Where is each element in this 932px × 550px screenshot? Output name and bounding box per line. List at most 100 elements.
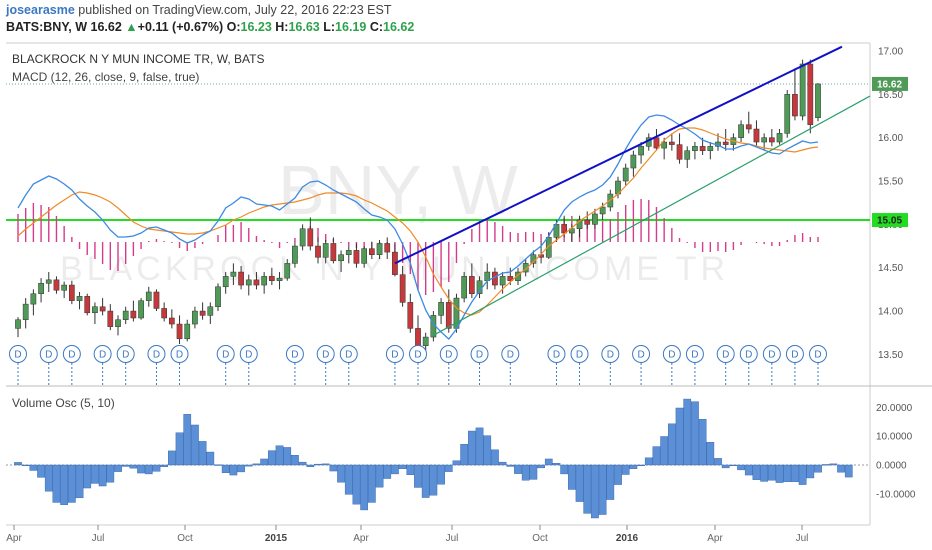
volume-bar (321, 463, 330, 466)
dividend-marker (39, 345, 58, 363)
dividend-label: D (176, 350, 183, 361)
volume-bar (444, 464, 453, 472)
dividend-marker (662, 345, 681, 363)
price-tick-label: 14.50 (878, 263, 903, 274)
price-axis-label: 15.05 (877, 216, 902, 227)
trendlines[interactable] (394, 45, 871, 336)
candle-body (638, 146, 644, 156)
candle-body (792, 94, 798, 117)
candle-body (345, 250, 352, 255)
volume-bar (752, 464, 761, 480)
dividend-marker (216, 345, 235, 363)
macd-legend[interactable]: MACD (12, 26, close, 9, false, true) (12, 70, 200, 84)
volume-bar (98, 464, 107, 487)
volume-bar (391, 464, 399, 475)
candle-body (522, 263, 529, 273)
candle-body (122, 310, 129, 320)
candle-body (368, 248, 375, 255)
dividend-marker (570, 345, 589, 363)
candle-body (207, 306, 214, 316)
volume-bar (152, 464, 161, 472)
time-tick-label: Apr (6, 533, 22, 544)
volume-bar (483, 435, 492, 466)
candle-body (76, 296, 83, 301)
panel-title: BLACKROCK N Y MUN INCOME TR, W, BATS (12, 52, 265, 66)
volume-tick-label: 20.0000 (876, 403, 913, 414)
volume-bar (529, 464, 538, 480)
volume-bar (14, 462, 22, 466)
candle-body (215, 286, 221, 307)
volume-bar (829, 463, 838, 466)
volume-bar (291, 455, 299, 466)
dividend-marker (632, 345, 651, 363)
grid (6, 42, 932, 526)
price-tick-label: 15.50 (878, 177, 903, 188)
candle-body (230, 271, 237, 277)
volume-bar (575, 464, 584, 502)
volume-bar (737, 464, 745, 471)
time-tick-label: Oct (532, 533, 548, 544)
volume-bar (283, 447, 292, 466)
candle-body (407, 302, 414, 329)
volume-bar (298, 461, 307, 466)
candle-body (261, 276, 268, 286)
volume-bar (344, 464, 353, 495)
volume-bar (275, 445, 284, 466)
candle-body (45, 279, 52, 284)
candle-body (699, 146, 706, 151)
volume-legend[interactable]: Volume Osc (5, 10) (12, 396, 115, 410)
candle-body (768, 137, 775, 143)
dividend-label: D (245, 350, 252, 361)
candle-body (745, 124, 752, 130)
candle-body (761, 137, 768, 143)
volume-bar (206, 451, 215, 466)
volume-bar (760, 464, 769, 482)
volume-bar (91, 464, 99, 484)
dividend-marker (685, 345, 704, 363)
volume-bar (244, 464, 253, 467)
author-link[interactable]: josearasme (6, 3, 75, 17)
volume-bar (167, 450, 176, 466)
volume-bar (252, 463, 261, 466)
dividend-label: D (814, 350, 821, 361)
low-value: 16.19 (335, 20, 367, 34)
volume-bar (198, 441, 207, 466)
volume-bar (660, 436, 669, 466)
candle-body (622, 167, 629, 182)
dividend-label: D (576, 350, 583, 361)
volume-bar (783, 464, 792, 482)
volume-bar (691, 401, 699, 466)
dividend-label: D (345, 350, 352, 361)
volume-bar (367, 464, 376, 503)
dividend-label: D (99, 350, 106, 361)
candle-body (807, 63, 814, 125)
volume-bar (606, 464, 615, 500)
dividend-marker (9, 345, 27, 363)
candle-body (238, 271, 244, 286)
volume-bar (537, 464, 545, 469)
volume-bar (352, 464, 361, 505)
macd-lines (17, 114, 819, 340)
candle-body (592, 213, 598, 225)
volume-bar (460, 444, 469, 466)
dividend-marker (809, 345, 827, 363)
candle-body (292, 245, 298, 264)
candle-body (653, 137, 660, 149)
candle-body (561, 224, 568, 234)
candle-body (99, 306, 106, 312)
candle-body (276, 277, 283, 281)
dividend-marker (170, 345, 189, 363)
volume-bar (37, 464, 45, 478)
candle-body (322, 243, 329, 258)
volume-tick-label: 10.0000 (876, 432, 913, 443)
open-value: 16.23 (240, 20, 272, 34)
volume-bar (137, 464, 145, 474)
volume-bar (360, 464, 369, 511)
dividend-label: D (153, 350, 160, 361)
candle-body (130, 310, 137, 319)
candle-body (384, 243, 391, 253)
symbol[interactable]: BATS:BNY, W (6, 20, 88, 34)
dividend-label: D (45, 350, 52, 361)
candle-body (115, 319, 121, 327)
